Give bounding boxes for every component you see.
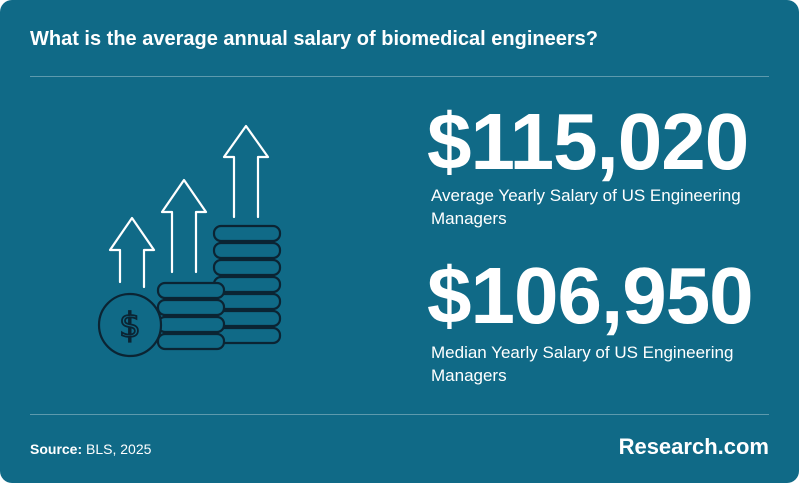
median-salary-value: $106,950 [427, 251, 754, 340]
header-divider [30, 76, 769, 77]
average-salary-label: Average Yearly Salary of US Engineering … [431, 186, 741, 228]
brand-logo: Research.com [618, 434, 769, 459]
source-note: Source: BLS, 2025 [30, 441, 151, 457]
average-salary-value: $115,020 [427, 97, 749, 186]
source-label: Source: [30, 441, 83, 457]
footer-divider [30, 414, 769, 415]
page-title: What is the average annual salary of bio… [30, 28, 598, 50]
median-salary-label: Median Yearly Salary of US Engineering M… [431, 343, 734, 385]
coin-dollar-icon: $ [119, 306, 141, 346]
arrow-small-icon [108, 216, 156, 289]
salary-growth-icon: $ [97, 124, 282, 358]
arrow-medium-icon [160, 178, 208, 274]
source-text: BLS, 2025 [86, 441, 152, 457]
arrow-tall-icon [222, 124, 270, 219]
